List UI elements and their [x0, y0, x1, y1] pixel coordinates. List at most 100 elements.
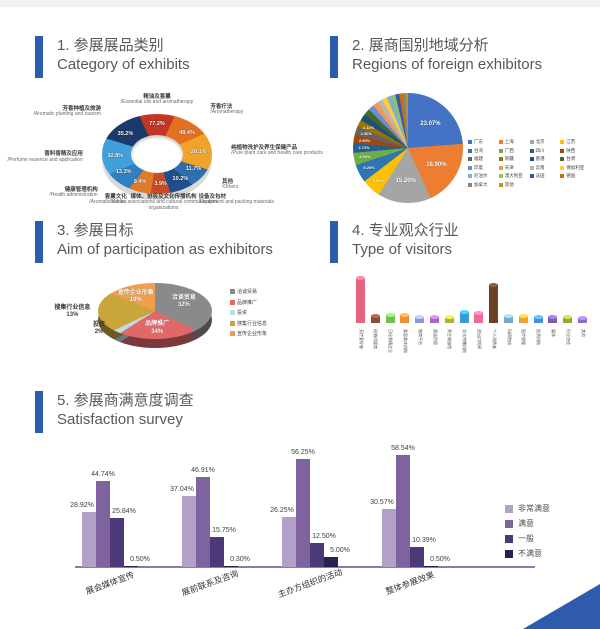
satisfaction-value-label: 5.00% — [330, 547, 350, 555]
segment-label: 其他/Others — [222, 179, 322, 191]
legend-swatch — [560, 165, 565, 170]
legend-item: 一般 — [505, 533, 550, 544]
legend-label: 台湾 — [474, 147, 483, 153]
legend-item: 印度 — [468, 165, 496, 171]
legend-item: 品牌推广 — [230, 299, 267, 306]
segment-label-zh: 设备及包材 — [198, 194, 227, 200]
visitor-bar-cap — [518, 314, 528, 318]
satisfaction-value-label: 0.50% — [130, 555, 150, 563]
satisfaction-value-label: 44.74% — [91, 471, 115, 479]
visitor-bar — [370, 316, 380, 323]
section-2-accent-bar — [330, 36, 338, 78]
legend-swatch — [230, 320, 235, 326]
satisfaction-value-label: 15.75% — [212, 526, 236, 534]
aim-slice-label: 投资 2% — [67, 322, 131, 336]
satisfaction-bar — [282, 516, 296, 567]
visitor-bar — [533, 317, 543, 323]
legend-item: 北京 — [529, 139, 558, 145]
legend-swatch — [529, 165, 534, 170]
section-2-title-en: Regions of foreign exhibitors — [352, 56, 543, 73]
legend-swatch — [468, 182, 472, 187]
aim-slice-value: 13% — [66, 312, 79, 319]
section-3-header: 3. 参展目标 Aim of participation as exhibito… — [35, 221, 273, 263]
visitor-bar — [548, 317, 558, 323]
satisfaction-value-label: 0.50% — [430, 555, 450, 563]
satisfaction-bar — [410, 547, 424, 567]
satisfaction-bar — [424, 565, 438, 567]
legend-label: 宣传企业形象 — [237, 331, 268, 337]
legend-swatch — [498, 148, 503, 153]
satisfaction-value-label: 12.50% — [312, 533, 336, 541]
section-2-title: 2. 展商国别地域分析 Regions of foreign exhibitor… — [352, 36, 542, 78]
section-4-accent-bar — [330, 221, 338, 263]
legend-item: 德国 — [560, 173, 588, 179]
segment-label: 精油及香薰/Essential oils and aromatherapy — [97, 94, 217, 106]
legend-swatch — [230, 331, 235, 336]
satisfaction-category-label: 展会媒体宣传 — [84, 569, 136, 597]
satisfaction-category-label: 主办方组织的活动 — [276, 566, 344, 600]
legend-label: 洽谈贸易 — [237, 289, 258, 295]
segment-label: 设备及包材/Equipment and packing materials — [199, 194, 299, 206]
satisfaction-bar — [382, 508, 396, 567]
slice-value-label: 15.20% — [395, 177, 416, 184]
satisfaction-bar — [124, 565, 138, 567]
visitor-bar-label: 养生瑜伽馆 — [447, 329, 453, 349]
segment-value-label: 3.9% — [154, 181, 167, 188]
aim-slice-name: 投资 — [93, 321, 106, 328]
visitor-bar — [459, 312, 469, 323]
segment-label-en: /Aromatherapy — [210, 108, 244, 115]
slice-value-label: 2.10% — [363, 125, 375, 131]
visitor-bar-label: 芳疗爱好者 — [358, 329, 364, 349]
visitor-bar-label: 酒店民宿 — [432, 329, 438, 345]
legend-label: 一般 — [518, 534, 534, 543]
visitor-bar-label: 个人消费者 — [491, 329, 497, 349]
satisfaction-bar — [396, 455, 410, 567]
legend-label: 澳大利亚 — [504, 173, 523, 178]
visitor-bar-label: 媒体 — [550, 329, 556, 337]
section-5-title-en: Satisfaction survey — [57, 411, 183, 428]
segment-value-label: 48.4% — [179, 129, 195, 136]
segment-label-en: /Essential oils and aromatherapy — [120, 99, 194, 106]
segment-label-zh: 纯植物洗护及养生保健产品 — [231, 144, 298, 151]
visitor-bar-cap — [385, 313, 395, 317]
legend-swatch — [468, 148, 472, 153]
section-1-title-en: Category of exhibits — [57, 56, 190, 73]
legend-item: 尼泊尔 — [468, 173, 496, 179]
legend-label: 投资 — [237, 310, 248, 316]
legend-label: 上海 — [504, 139, 514, 144]
satisfaction-value-label: 0.30% — [230, 555, 250, 563]
visitor-bar — [430, 317, 439, 323]
legend-swatch — [230, 310, 235, 315]
legend-label: 搜集行业信息 — [237, 320, 268, 327]
section-3-title: 3. 参展目标 Aim of participation as exhibito… — [57, 221, 273, 263]
segment-value-label: 28.1% — [190, 149, 207, 156]
legend-label: 天津 — [504, 164, 514, 170]
visitor-bar-cap — [578, 316, 587, 320]
legend-swatch — [529, 157, 534, 161]
slice-value-label: 23.07% — [420, 120, 441, 127]
legend-item: 投资 — [230, 309, 267, 316]
satisfaction-value-label: 25.84% — [112, 507, 136, 515]
satisfaction-bar — [296, 459, 310, 567]
segment-label-zh: 芳香种植及旅游 — [62, 106, 101, 112]
legend-swatch — [498, 140, 503, 144]
legend-item: 香港 — [529, 156, 558, 162]
section-1-title-zh: 1. 参展展品类别 — [57, 37, 164, 54]
visitor-bar-label: 行业协会 — [565, 329, 571, 345]
segment-label-zh: 芳香疗法 — [210, 103, 233, 110]
regions-pie — [353, 93, 463, 203]
satisfaction-value-label: 37.04% — [170, 486, 194, 494]
satisfaction-value-label: 28.92% — [70, 501, 94, 509]
type-of-visitors-bar-chart: 芳疗爱好者 经销代理商 日化香精企业 美容美体机构 电商平台 酒店民宿 养生瑜伽馆 文化传播机… — [350, 272, 595, 390]
section-5-header: 5. 参展商满意度调查 Satisfaction survey — [35, 391, 194, 433]
segment-label: 芳香疗法/Aromatherapy — [210, 104, 310, 116]
visitor-bar — [504, 316, 513, 323]
legend-swatch — [468, 165, 472, 170]
visitor-bar-cap — [356, 276, 365, 280]
satisfaction-bar — [196, 477, 210, 567]
legend-item: 上海 — [498, 139, 527, 145]
satisfaction-bar — [96, 481, 110, 567]
legend-swatch — [468, 140, 472, 144]
visitor-bar-cap — [400, 313, 410, 317]
section-3-accent-bar — [35, 221, 43, 263]
